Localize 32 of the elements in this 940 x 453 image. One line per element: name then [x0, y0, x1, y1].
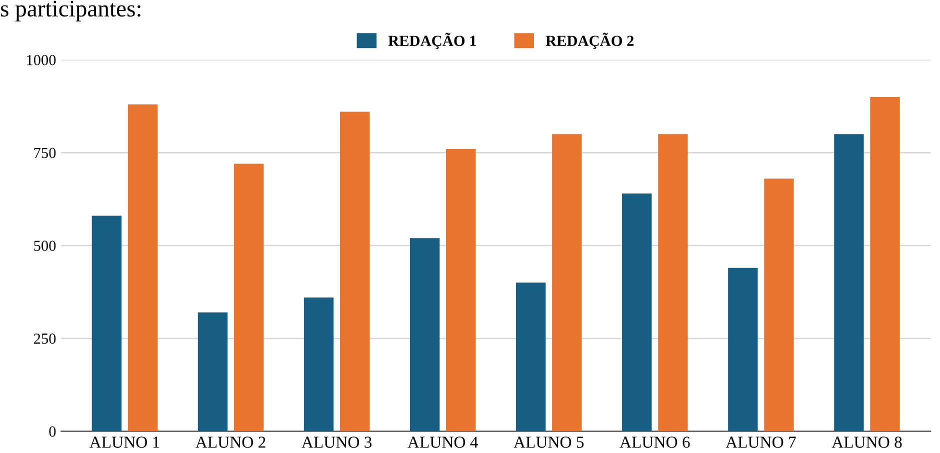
bar	[552, 134, 582, 432]
bar	[658, 134, 688, 432]
bar	[622, 194, 652, 432]
x-tick-label: ALUNO 1	[89, 436, 160, 448]
bar	[516, 282, 546, 432]
y-tick-label: 0	[49, 426, 56, 437]
bar	[764, 178, 794, 432]
x-tick-label: ALUNO 8	[832, 436, 902, 448]
y-tick-label: 1000	[27, 54, 56, 66]
legend-label: REDAÇÃO 1	[388, 32, 476, 49]
bar	[92, 216, 122, 432]
bar	[728, 268, 758, 432]
y-tick-label: 250	[34, 334, 56, 344]
x-tick-label: ALUNO 2	[196, 436, 266, 448]
x-tick-label: ALUNO 6	[620, 436, 690, 448]
bar	[410, 238, 440, 432]
x-tick-label: ALUNO 3	[302, 436, 372, 448]
bar	[870, 96, 900, 432]
x-tick-label: ALUNO 5	[514, 436, 584, 448]
bar	[304, 298, 334, 432]
bar	[340, 112, 370, 432]
x-tick-label: ALUNO 7	[726, 436, 796, 448]
bar	[234, 164, 264, 432]
bar	[128, 104, 158, 432]
y-tick-label: 750	[34, 148, 56, 158]
bar	[446, 148, 476, 432]
bar	[834, 134, 864, 432]
x-tick-label: ALUNO 4	[408, 436, 478, 448]
y-tick-label: 500	[34, 240, 56, 251]
bar	[198, 312, 228, 432]
legend-label: REDAÇÃO 2	[546, 32, 634, 49]
text: s participantes:	[0, 0, 140, 22]
